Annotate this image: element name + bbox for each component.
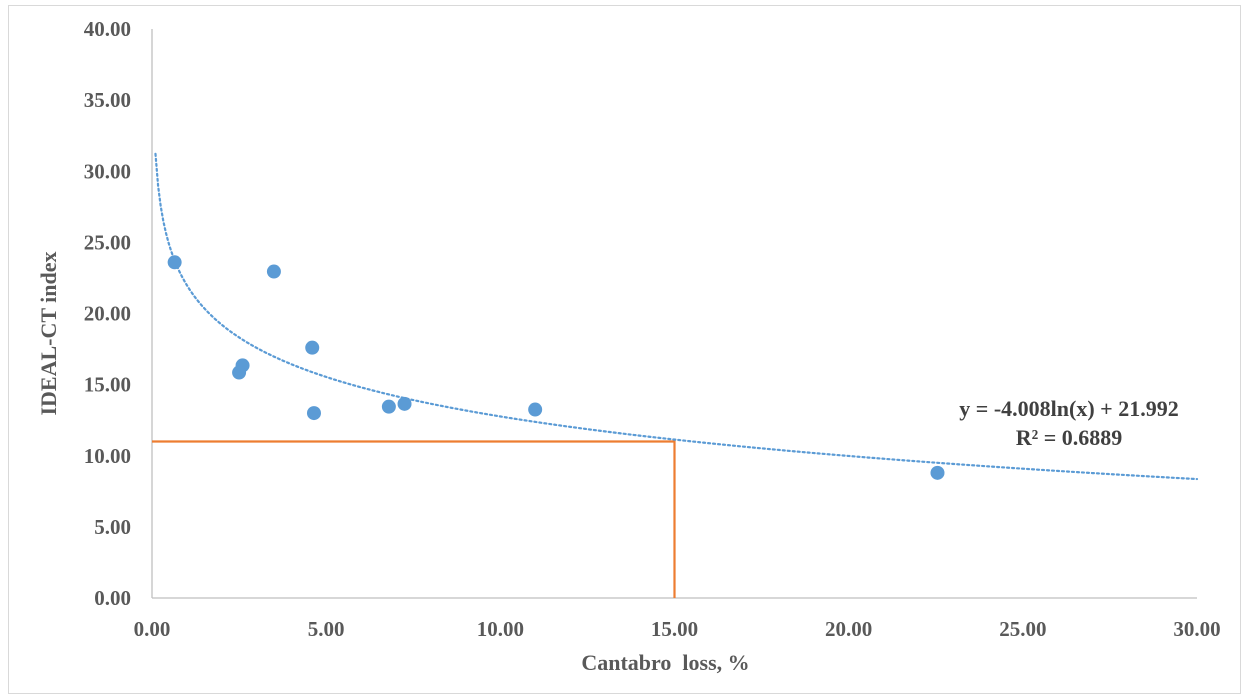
x-tick-label: 25.00 (999, 617, 1046, 641)
logarithmic-trendline (154, 152, 1199, 481)
y-tick-label: 35.00 (84, 88, 131, 112)
data-point (306, 406, 321, 421)
x-tick-label: 15.00 (651, 617, 698, 641)
y-tick-label: 20.00 (84, 302, 131, 326)
data-point (397, 396, 412, 411)
y-tick-label: 0.00 (94, 586, 131, 610)
data-point (528, 402, 543, 417)
y-tick-label: 25.00 (84, 230, 131, 254)
reference-line-x15-y11 (152, 440, 676, 598)
x-tick-label: 0.00 (134, 617, 171, 641)
data-point (167, 255, 182, 270)
data-point (381, 399, 396, 414)
x-tick-label: 5.00 (308, 617, 345, 641)
y-tick-label: 30.00 (84, 159, 131, 183)
x-tick-label: 10.00 (477, 617, 524, 641)
chart-frame (8, 5, 1241, 694)
y-tick-label: 15.00 (84, 373, 131, 397)
data-point (266, 264, 281, 279)
trendline-layer (154, 152, 1199, 481)
y-tick-label: 40.00 (84, 17, 131, 41)
y-axis-title: IDEAL-CT index (36, 251, 61, 415)
x-tick-label: 20.00 (825, 617, 872, 641)
data-point (232, 365, 247, 380)
data-points (167, 255, 945, 480)
reference-lines (152, 440, 676, 598)
data-point (930, 465, 945, 480)
x-tick-label: 30.00 (1173, 617, 1220, 641)
y-tick-label: 10.00 (84, 444, 131, 468)
data-point (305, 340, 320, 355)
x-axis-title: Cantabro loss, % (581, 650, 749, 675)
y-tick-label: 5.00 (94, 515, 131, 539)
trendline-r2-label: R² = 0.6889 (1016, 425, 1123, 450)
y-tick-labels: 0.00 5.00 10.00 15.00 20.00 25.00 30.00 35.00 40… (84, 17, 131, 610)
trendline-equation-label: y = -4.008ln(x) + 21.992 (959, 396, 1178, 421)
x-tick-labels: 0.00 5.00 10.00 15.00 20.00 25.00 30.00 (134, 617, 1221, 641)
